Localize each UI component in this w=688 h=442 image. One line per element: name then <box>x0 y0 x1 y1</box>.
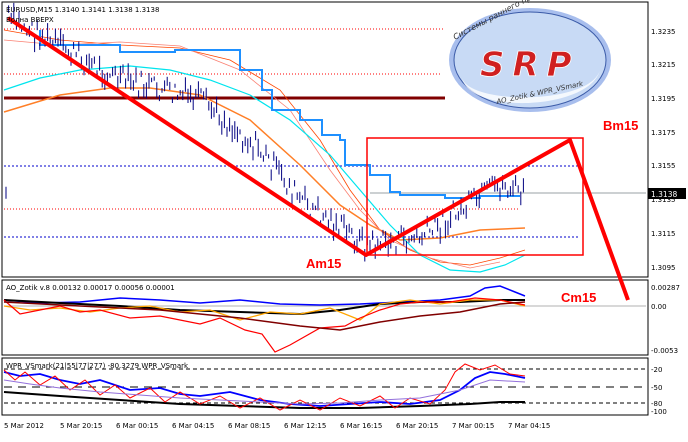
svg-text:6 Mar 00:15: 6 Mar 00:15 <box>116 422 158 430</box>
point-am15: Am15 <box>306 256 341 271</box>
svg-text:1.3095: 1.3095 <box>651 264 676 272</box>
ao-black-line <box>3 299 525 316</box>
svg-text:6 Mar 20:15: 6 Mar 20:15 <box>396 422 438 430</box>
forecast-box[interactable] <box>366 137 584 256</box>
price-bars <box>5 2 524 262</box>
svg-text:1.3235: 1.3235 <box>651 28 676 36</box>
wpr-purple-line <box>3 379 526 405</box>
svg-text:1.3215: 1.3215 <box>651 61 676 69</box>
ao-label-zero: 0.00 <box>651 303 667 311</box>
price-axis: 1.3235 1.3215 1.3195 1.3175 1.3155 1.313… <box>651 28 676 272</box>
red-ma-curve <box>3 29 526 266</box>
ao-indicator-panel[interactable] <box>1 279 649 356</box>
svg-text:1.3175: 1.3175 <box>651 129 676 137</box>
time-axis: 5 Mar 2012 5 Mar 20:15 6 Mar 00:15 6 Mar… <box>4 422 550 430</box>
symbol-info: EURUSD,M15 1.3140 1.3141 1.3138 1.3138 <box>6 6 159 14</box>
wpr-black-line <box>3 391 525 409</box>
point-bm15: Bm15 <box>603 118 638 133</box>
svg-text:5 Mar 20:15: 5 Mar 20:15 <box>60 422 102 430</box>
ao-orange-line <box>3 299 526 321</box>
ao-label-top: 0.00287 <box>651 284 680 292</box>
salmon-ma-curve <box>3 39 501 269</box>
wpr-red-line <box>3 363 526 411</box>
logo-letters: SRP <box>480 45 580 85</box>
wave-direction-label: Волна ВВЕРХ <box>6 16 54 24</box>
svg-text:1.3115: 1.3115 <box>651 230 676 238</box>
wpr-blue-line <box>3 371 526 407</box>
blue-staircase <box>39 30 520 199</box>
zigzag-wave <box>6 16 630 301</box>
ao-label-bottom: -0.0053 <box>651 347 678 355</box>
svg-text:6 Mar 08:15: 6 Mar 08:15 <box>228 422 270 430</box>
ao-title: AO_Zotik v.8 0.00132 0.00017 0.00056 0.0… <box>6 284 175 292</box>
svg-text:6 Mar 04:15: 6 Mar 04:15 <box>172 422 214 430</box>
wpr-label-20: -20 <box>651 366 662 374</box>
current-price-tag: 1.3138 <box>648 188 686 199</box>
ao-darkred-line <box>3 301 526 331</box>
svg-text:1.3135: 1.3135 <box>651 196 676 204</box>
svg-text:6 Mar 16:15: 6 Mar 16:15 <box>340 422 382 430</box>
ao-red-line <box>3 297 526 353</box>
srp-logo: Системы раннего прогнозирования SRP AO_Z… <box>449 0 611 112</box>
wpr-label-100: -100 <box>651 408 667 416</box>
cyan-ma-curve <box>3 65 526 273</box>
wpr-title: WPR_VSmark(21|55|77|277) -80.3279 WPR_VS… <box>6 362 189 370</box>
svg-text:1.3155: 1.3155 <box>651 162 676 170</box>
ao-blue-line <box>3 285 526 306</box>
level-lines <box>4 28 646 238</box>
svg-text:6 Mar 12:15: 6 Mar 12:15 <box>284 422 326 430</box>
svg-text:7 Mar 04:15: 7 Mar 04:15 <box>508 422 550 430</box>
point-cm15: Cm15 <box>561 290 596 305</box>
svg-text:1.3138: 1.3138 <box>651 190 677 199</box>
wpr-label-50: -50 <box>651 384 662 392</box>
wpr-label-80: -80 <box>651 400 662 408</box>
svg-text:1.3195: 1.3195 <box>651 95 676 103</box>
svg-text:5 Mar 2012: 5 Mar 2012 <box>4 422 44 430</box>
svg-text:7 Mar 00:15: 7 Mar 00:15 <box>452 422 494 430</box>
